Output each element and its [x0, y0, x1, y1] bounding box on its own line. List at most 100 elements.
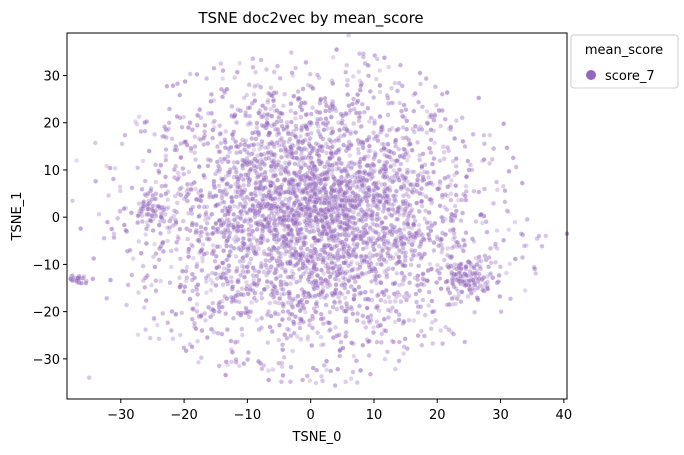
data-point — [214, 265, 220, 271]
data-point — [361, 225, 367, 231]
data-point — [227, 204, 233, 210]
data-point — [211, 98, 217, 103]
data-point — [234, 143, 240, 149]
y-tick-label: −10 — [33, 258, 60, 273]
data-point — [273, 173, 279, 179]
data-point — [413, 200, 419, 206]
data-point — [272, 311, 278, 317]
data-point — [341, 178, 347, 184]
data-point — [271, 98, 276, 104]
data-point — [299, 231, 305, 237]
data-point — [303, 124, 309, 130]
data-point — [367, 251, 373, 257]
data-point — [288, 50, 294, 56]
data-point — [441, 156, 447, 162]
data-point — [375, 293, 381, 299]
data-point — [360, 140, 366, 145]
data-point — [275, 63, 280, 69]
data-point — [290, 304, 296, 310]
data-point — [337, 185, 343, 191]
data-point — [488, 245, 493, 251]
data-point — [470, 131, 476, 137]
data-point — [424, 220, 430, 226]
data-point — [460, 138, 466, 144]
data-point — [411, 221, 416, 227]
data-point — [453, 301, 459, 307]
data-point — [230, 315, 236, 321]
data-point — [371, 163, 377, 168]
data-point — [206, 304, 211, 310]
data-point — [266, 309, 271, 314]
data-point — [384, 132, 390, 138]
data-point — [476, 254, 482, 260]
data-point — [418, 304, 424, 310]
data-point — [163, 191, 169, 197]
data-point — [396, 358, 402, 364]
data-point — [158, 162, 164, 168]
data-point — [411, 253, 416, 258]
data-point — [308, 155, 314, 161]
data-point — [266, 377, 272, 383]
data-point — [169, 136, 175, 142]
data-point — [278, 171, 284, 177]
data-point — [444, 302, 450, 308]
data-point — [204, 290, 209, 296]
data-point — [407, 202, 413, 208]
data-point — [184, 142, 190, 148]
data-point — [337, 224, 343, 230]
data-point — [361, 258, 367, 263]
data-point — [285, 223, 291, 229]
data-point — [186, 191, 192, 196]
data-point — [198, 115, 204, 121]
data-point — [266, 155, 272, 161]
data-point — [231, 211, 237, 217]
data-point — [258, 57, 264, 63]
data-point — [373, 305, 379, 311]
data-point — [425, 121, 430, 126]
data-point — [420, 271, 426, 277]
data-point — [492, 244, 498, 249]
data-point — [483, 219, 489, 225]
data-point — [381, 292, 387, 298]
data-point — [294, 279, 300, 285]
data-point — [415, 333, 421, 339]
data-point — [334, 243, 340, 249]
y-tick-label: −20 — [33, 306, 60, 321]
data-point — [386, 64, 392, 70]
data-point — [371, 324, 376, 330]
data-point — [140, 278, 146, 283]
data-point — [448, 124, 454, 130]
data-point — [324, 358, 330, 364]
x-tick-label: −20 — [170, 408, 197, 423]
data-point — [210, 127, 216, 133]
data-point — [153, 179, 159, 185]
data-point — [181, 289, 187, 295]
data-point — [411, 129, 417, 135]
data-point — [258, 291, 264, 296]
data-point — [320, 121, 326, 126]
data-point — [357, 187, 363, 193]
data-point — [188, 148, 194, 154]
data-point — [280, 282, 286, 288]
data-point — [355, 261, 360, 266]
data-point — [343, 319, 349, 325]
data-point — [129, 272, 135, 278]
data-point — [356, 217, 362, 223]
data-point — [351, 296, 357, 302]
data-point — [414, 179, 420, 185]
data-point — [143, 327, 149, 333]
data-point — [233, 359, 239, 365]
data-point — [115, 215, 121, 221]
data-point — [364, 163, 370, 169]
data-point — [227, 233, 232, 239]
data-point — [325, 144, 331, 150]
data-point — [238, 312, 244, 318]
data-point — [211, 178, 217, 184]
data-point — [225, 223, 231, 228]
data-point — [307, 322, 312, 328]
data-point — [218, 221, 224, 227]
data-point — [369, 216, 375, 222]
data-point — [291, 234, 297, 240]
data-point — [396, 80, 402, 86]
data-point — [387, 127, 392, 133]
